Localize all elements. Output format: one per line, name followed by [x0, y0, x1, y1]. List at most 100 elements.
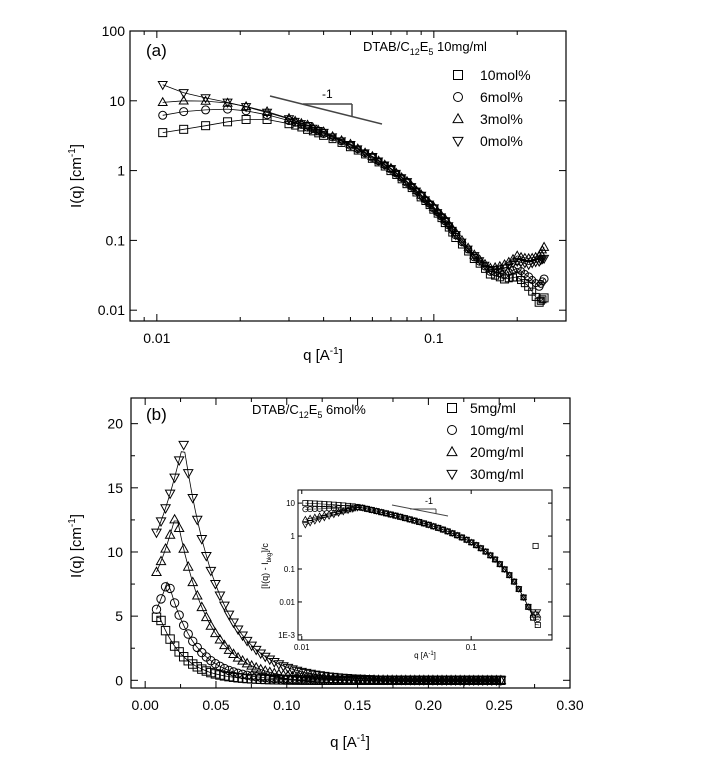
- data-point-0mol%: [424, 200, 435, 209]
- inset-data-point-10mg/ml: [302, 506, 309, 513]
- data-point-30mg/ml: [282, 663, 294, 674]
- inset-data-point-30mg/ml: [335, 510, 343, 517]
- data-point-3mol%: [411, 185, 422, 194]
- inset-y-tick-label: 10: [286, 499, 295, 508]
- data-point-0mol%: [508, 260, 518, 269]
- legend-label-6mol%: 6mol%: [480, 89, 523, 105]
- data-point-0mol%: [283, 115, 295, 125]
- inset-data-point-20mg/ml: [472, 541, 480, 548]
- data-point-3mol%: [200, 95, 211, 105]
- data-point-6mol%: [179, 107, 189, 117]
- data-point-10mol%: [223, 117, 233, 127]
- data-point-0mol%: [457, 238, 467, 247]
- data-point-10mg/ml: [178, 620, 189, 631]
- data-point-30mg/ml: [228, 618, 240, 629]
- data-point-30mg/ml: [300, 668, 312, 679]
- data-point-30mg/ml: [223, 610, 235, 621]
- data-point-0mol%: [520, 260, 530, 269]
- data-point-0mol%: [463, 245, 473, 254]
- data-point-10mg/ml: [151, 604, 162, 615]
- data-point-3mol%: [283, 112, 295, 123]
- data-point-0mol%: [296, 120, 307, 129]
- data-point-0mol%: [396, 174, 407, 183]
- inset-y-tick-label: 0.1: [284, 565, 296, 574]
- data-point-0mol%: [536, 257, 546, 266]
- data-point-0mol%: [415, 191, 427, 202]
- data-point-10mol%: [241, 114, 251, 124]
- inset-ticks: 0.01 0.1 1E-3 0.01 0.1 1 10: [278, 490, 552, 652]
- x-tick-label: 0.10: [273, 697, 300, 713]
- data-point-0mol%: [530, 259, 541, 268]
- inset-data-point-30mg/ml: [391, 513, 400, 520]
- data-point-0mol%: [336, 137, 347, 146]
- inset-data-point-30mg/ml: [415, 519, 423, 526]
- inset-data-point-20mg/ml: [501, 565, 509, 572]
- inset-data-point-5mg/ml: [326, 501, 333, 508]
- panel-b-ticks: 0.00 0.05 0.10 0.15 0.20 0.25 0.30 0 5 10 15 20: [107, 398, 584, 713]
- data-point-30mg/ml: [255, 649, 267, 660]
- data-point-3mol%: [469, 249, 480, 259]
- legend-label-30mg/ml: 30mg/ml: [470, 466, 524, 482]
- data-point-10mg/ml: [160, 582, 171, 592]
- data-point-0mol%: [436, 213, 447, 222]
- data-point-10mg/ml: [174, 610, 184, 620]
- inset-data-point-30mg/ml: [330, 512, 338, 519]
- inset-data-point-30mg/ml: [344, 507, 352, 515]
- legend-marker-20mg/ml: [446, 445, 458, 457]
- panel-b-ylabel: I(q) [cm-1]: [67, 514, 85, 578]
- legend-label-3mol%: 3mol%: [480, 111, 523, 127]
- inset-data-point-20mg/ml: [520, 593, 528, 600]
- data-point-20mg/ml: [259, 665, 271, 675]
- data-point-0mol%: [450, 231, 462, 241]
- data-point-20mg/ml: [200, 611, 212, 622]
- data-point-20mg/ml: [191, 589, 203, 600]
- inset-data-point-20mg/ml: [524, 603, 532, 610]
- data-point-3mol%: [415, 189, 427, 199]
- inset-slope-triangle: [391, 504, 449, 517]
- data-point-0mol%: [367, 153, 378, 163]
- data-point-30mg/ml: [268, 658, 280, 668]
- inset-frame: [297, 489, 553, 641]
- data-point-30mg/ml: [182, 469, 194, 479]
- data-point-3mol%: [178, 95, 189, 105]
- inset-data-point-30mg/ml: [325, 513, 333, 520]
- inset-x-tick-label: 0.01: [294, 643, 310, 652]
- inset-y-tick-label: 1E-3: [278, 631, 295, 640]
- panel-b-frame: [130, 397, 571, 689]
- data-point-3mol%: [308, 122, 318, 131]
- inset-data-point-30mg/ml: [410, 518, 419, 525]
- data-point-30mg/ml: [237, 631, 249, 642]
- panel-a: 0.01 0.1 0.01 0.1 1 10 100 (a) DTAB/C12E5 10mg…: [67, 23, 567, 364]
- data-point-30mg/ml: [296, 667, 307, 678]
- data-point-0mol%: [407, 183, 417, 192]
- x-tick-label: 0.01: [143, 330, 170, 346]
- legend-marker-0mol%: [452, 136, 464, 148]
- inset-data-point-30mg/ml: [510, 579, 518, 586]
- data-point-0mol%: [345, 140, 356, 151]
- data-point-30mg/ml: [205, 566, 217, 577]
- panel-a-ticks: 0.01 0.1 0.01 0.1 1 10 100: [98, 23, 567, 346]
- inset-data-point-30mg/ml: [453, 532, 461, 540]
- inset-data-point-5mg/ml: [534, 621, 541, 628]
- data-point-10mg/ml: [183, 629, 193, 639]
- inset-data-point-10mg/ml: [311, 506, 318, 513]
- y-tick-label: 5: [115, 608, 123, 624]
- panel-b-label: (b): [146, 405, 167, 424]
- data-point-0mol%: [411, 187, 422, 196]
- inset-data-point-10mg/ml: [330, 505, 337, 512]
- inset-data-point-30mg/ml: [406, 516, 414, 524]
- inset-data-point-30mg/ml: [401, 515, 409, 522]
- data-point-0mol%: [537, 256, 548, 265]
- inset-data-point-30mg/ml: [301, 522, 309, 529]
- inset-data-point-30mg/ml: [486, 552, 494, 560]
- data-point-0mol%: [538, 254, 550, 265]
- data-point-0mol%: [440, 217, 451, 227]
- inset-data-point-30mg/ml: [505, 572, 513, 579]
- y-tick-label: 100: [102, 23, 126, 39]
- data-point-6mol%: [536, 279, 545, 288]
- panel-a-marks: [157, 81, 550, 307]
- data-point-10mol%: [520, 279, 529, 288]
- y-tick-label: 10: [107, 544, 123, 560]
- data-point-10mg/ml: [188, 636, 198, 646]
- panel-a-legend-title: DTAB/C12E5 10mg/ml: [363, 39, 487, 57]
